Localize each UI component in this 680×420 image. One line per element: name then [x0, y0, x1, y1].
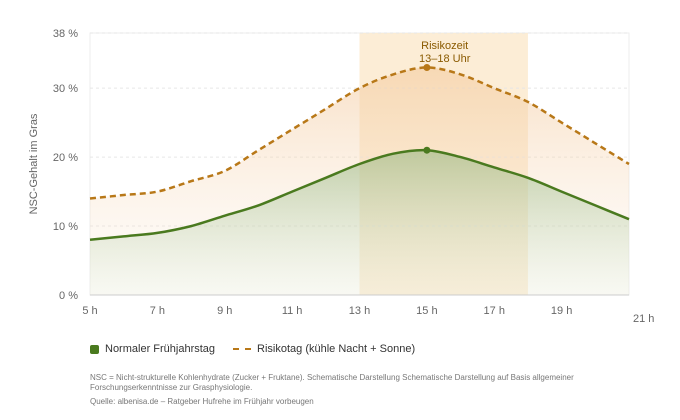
risk-time-sublabel: 13–18 Uhr [419, 53, 471, 65]
y-tick-label: 10 % [53, 221, 78, 233]
chart-legend: Normaler Frühjahrstag Risikotag (kühle N… [90, 343, 433, 355]
y-tick-label: 20 % [53, 152, 78, 164]
y-axis-ticks: 0 % 10 % 20 % 30 % 38 % [53, 28, 78, 302]
x-tick-label: 17 h [484, 305, 505, 317]
nsc-chart: Risikozeit 13–18 Uhr 5 h 7 h 9 h 11 h 13 h 15… [28, 28, 654, 325]
x-tick-label: 5 h [82, 305, 97, 317]
legend-swatch-risk [233, 348, 252, 350]
y-axis-label: NSC-Gehalt im Gras [28, 113, 40, 214]
chart-footnote: NSC = Nicht-strukturelle Kohlenhydrate (… [90, 373, 574, 392]
legend-label-risk: Risikotag (kühle Nacht + Sonne) [257, 343, 416, 355]
x-tick-label: 9 h [217, 305, 232, 317]
risk-day-line [89, 66, 630, 200]
y-tick-label: 30 % [53, 83, 78, 95]
x-tick-label: 15 h [416, 305, 437, 317]
legend-item-risk: Risikotag (kühle Nacht + Sonne) [233, 343, 415, 355]
x-tick-label: 11 h [282, 305, 303, 317]
x-tick-label: 21 h [633, 313, 654, 325]
normal-day-line [89, 148, 630, 242]
x-axis-ticks: 5 h 7 h 9 h 11 h 13 h 15 h 17 h 19 h 21 h [82, 305, 654, 325]
legend-swatch-normal [90, 344, 99, 354]
legend-item-normal: Normaler Frühjahrstag [90, 343, 215, 355]
x-tick-label: 7 h [150, 305, 165, 317]
normal-peak-marker [423, 146, 431, 154]
risk-time-label: Risikozeit [421, 40, 468, 52]
x-tick-label: 19 h [551, 305, 572, 317]
legend-label-normal: Normaler Frühjahrstag [105, 343, 216, 355]
chart-source: Quelle: albenisa.de – Ratgeber Hufrehe i… [90, 397, 314, 406]
y-tick-label: 0 % [59, 290, 78, 302]
y-tick-label: 38 % [53, 28, 78, 40]
x-tick-label: 13 h [349, 305, 370, 317]
normal-day-area [90, 150, 629, 295]
risk-peak-marker [423, 63, 431, 71]
